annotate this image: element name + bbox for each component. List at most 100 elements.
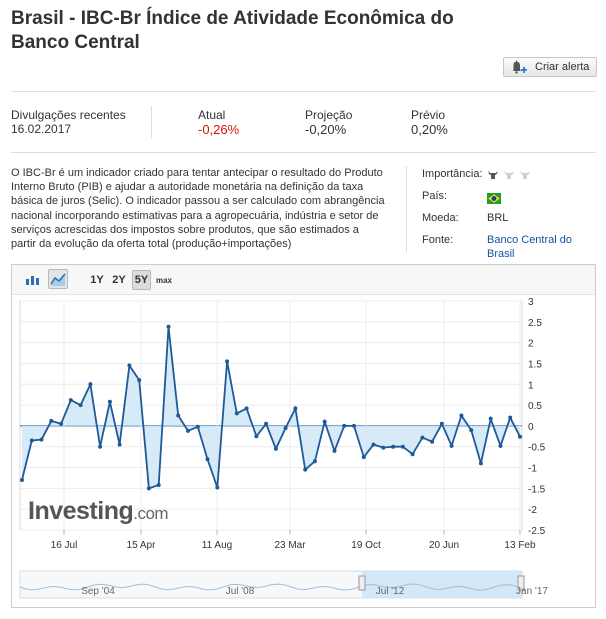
bar-chart-icon[interactable] (23, 269, 43, 289)
y-tick-label: -1 (528, 464, 537, 475)
data-point (234, 411, 239, 416)
create-alert-label: Criar alerta (535, 61, 590, 73)
y-tick-label: -1.5 (528, 484, 546, 495)
data-point (137, 378, 142, 383)
x-tick-label: 19 Oct (351, 540, 381, 551)
data-point (312, 459, 317, 464)
x-tick-label: 16 Jul (51, 540, 78, 551)
x-tick-label: 11 Aug (202, 540, 232, 551)
data-point (430, 439, 435, 444)
divider (11, 91, 596, 92)
source-link[interactable]: Banco Central do Brasil (487, 234, 572, 260)
data-point (88, 382, 93, 387)
forecast-value: -0,20% (305, 122, 347, 137)
data-point (391, 444, 396, 449)
x-tick-label: 15 Apr (127, 540, 157, 551)
data-point (98, 444, 103, 449)
data-point (225, 359, 230, 364)
divider (11, 152, 596, 153)
y-tick-label: 3 (528, 297, 534, 308)
data-point (303, 467, 308, 472)
chart-container: 1Y 2Y 5Y max 3 2.5 2 1.5 1 0.5 0 -0.5 -1 -1.5 -2 -2… (11, 264, 596, 608)
importance-label: Importância: (422, 168, 483, 180)
y-tick-label: 0.5 (528, 401, 542, 412)
series-area (22, 326, 520, 489)
data-point (195, 424, 200, 429)
data-point (459, 413, 464, 418)
data-point (59, 421, 64, 426)
bull-icon (488, 171, 498, 179)
data-point (244, 406, 249, 411)
data-point (186, 428, 190, 433)
data-point (439, 421, 444, 426)
create-alert-button[interactable]: Criar alerta (503, 57, 597, 77)
chart-toolbar: 1Y 2Y 5Y max (12, 265, 595, 295)
divider (406, 166, 407, 252)
navigator-label: Jul '12 (376, 586, 405, 597)
data-point (361, 455, 366, 460)
data-point (156, 483, 161, 487)
y-tick-label: -2.5 (528, 526, 546, 537)
data-point (498, 443, 503, 448)
importance-rating (487, 168, 535, 186)
logo-suffix: .com (133, 504, 169, 523)
navigator-handle-left (358, 575, 366, 591)
investing-logo: Investing.com (28, 497, 169, 526)
data-point (49, 418, 54, 423)
x-tick-label: 13 Feb (504, 540, 536, 551)
data-point (273, 446, 278, 451)
data-point (127, 363, 132, 368)
chart-plot: 3 2.5 2 1.5 1 0.5 0 -0.5 -1 -1.5 -2 -2.5 16 Jul 15 Ap… (19, 297, 548, 599)
data-point (449, 443, 454, 448)
actual-value: -0,26% (198, 122, 240, 137)
data-point (469, 428, 474, 433)
data-point (342, 423, 347, 428)
data-point (215, 485, 220, 490)
data-point (264, 421, 269, 426)
data-point (166, 324, 171, 329)
data-point (20, 478, 24, 482)
release-date: 16.02.2017 (11, 122, 72, 136)
x-tick-label: 20 Jun (429, 540, 459, 551)
range-max-button[interactable]: max (155, 275, 172, 285)
navigator-label: Jul '08 (226, 586, 255, 597)
source-label: Fonte: (422, 234, 454, 246)
brazil-flag-icon (487, 191, 501, 209)
range-1y-button[interactable]: 1Y (90, 274, 104, 286)
country-label: País: (422, 190, 448, 202)
data-point (78, 403, 83, 408)
divider (151, 106, 152, 139)
data-point (68, 398, 73, 403)
currency-label: Moeda: (422, 212, 459, 224)
data-point (420, 435, 425, 440)
y-tick-label: 1.5 (528, 359, 542, 370)
release-label: Divulgações recentes (11, 108, 126, 122)
navigator-line (19, 583, 523, 591)
indicator-description: O IBC-Br é um indicador criado para tent… (11, 167, 385, 251)
currency-value: BRL (487, 212, 509, 224)
data-point (322, 419, 327, 424)
data-point (146, 486, 151, 491)
data-point (293, 406, 298, 411)
data-point (176, 413, 181, 418)
area-chart-icon[interactable] (48, 269, 68, 289)
data-point (283, 426, 288, 430)
data-point (488, 416, 493, 421)
y-tick-label: 1 (528, 380, 534, 391)
data-point (39, 437, 44, 442)
range-5y-button[interactable]: 5Y (132, 270, 151, 290)
forecast-label: Projeção (305, 108, 353, 122)
actual-label: Atual (198, 108, 226, 122)
y-tick-label: 2 (528, 339, 534, 350)
page-title: Brasil - IBC-Br Índice de Atividade Econ… (11, 8, 454, 53)
data-point (508, 415, 513, 420)
data-point (478, 461, 483, 466)
data-point (410, 452, 415, 457)
data-point (400, 444, 405, 449)
navigator-label: Sep '04 (81, 586, 115, 597)
range-2y-button[interactable]: 2Y (112, 274, 126, 286)
y-tick-label: 2.5 (528, 318, 542, 329)
y-tick-label: 0 (528, 422, 534, 433)
x-tick-label: 23 Mar (274, 540, 306, 551)
data-point (117, 442, 122, 447)
